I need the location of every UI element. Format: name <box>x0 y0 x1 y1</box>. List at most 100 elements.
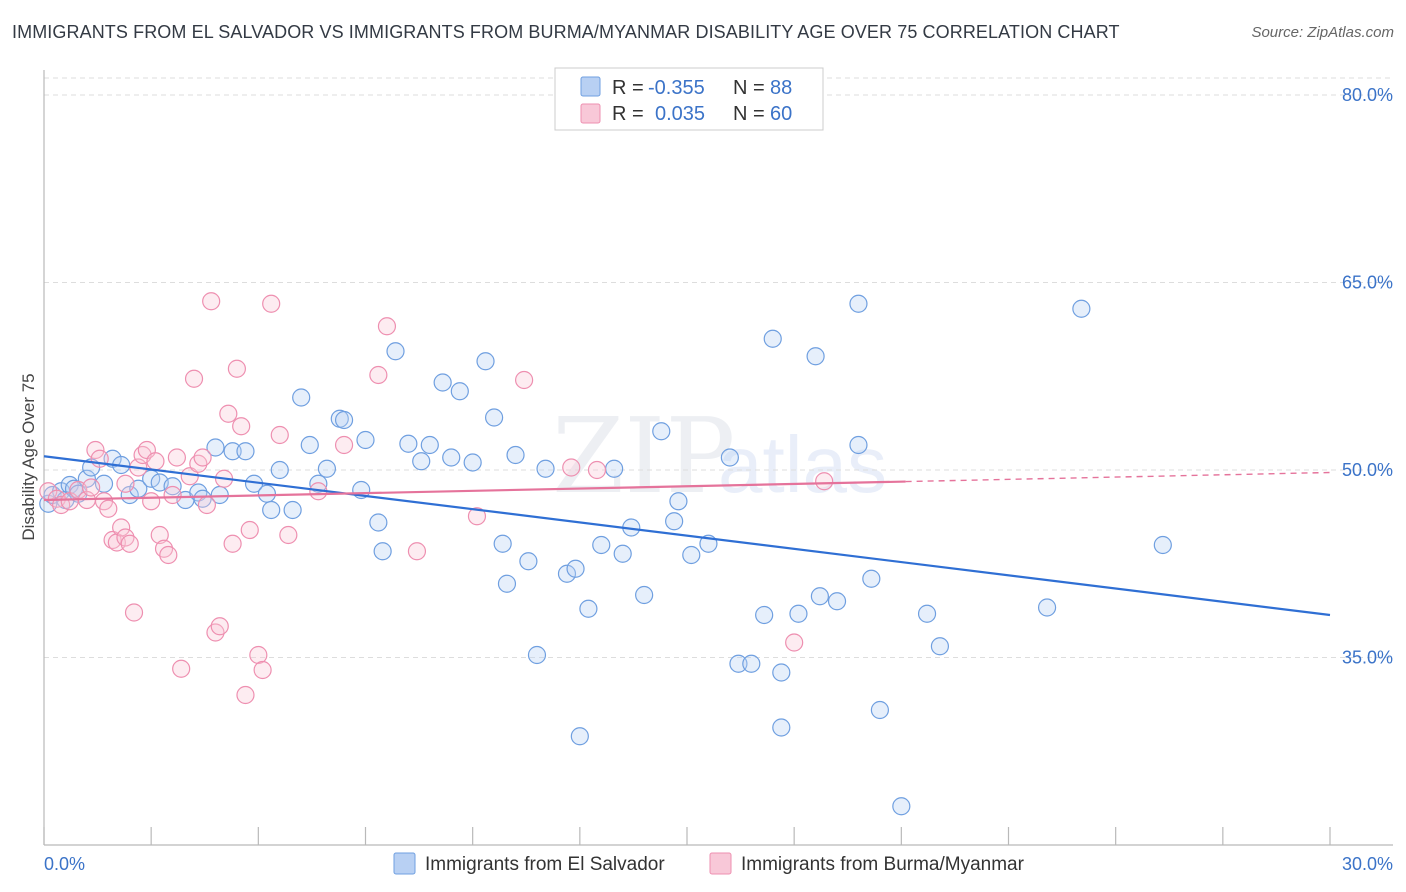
point-blue <box>742 654 761 673</box>
point-blue <box>720 448 739 467</box>
watermark-zip: ZIP <box>552 395 735 517</box>
x-tick-label-max: 30.0% <box>1342 854 1393 874</box>
point-blue <box>283 500 302 520</box>
legend-swatch-blue <box>580 76 601 97</box>
point-blue <box>605 459 624 478</box>
trend-line-extension-pink <box>905 471 1331 483</box>
point-blue <box>827 592 847 611</box>
point-blue <box>557 564 577 583</box>
point-blue <box>270 460 289 480</box>
point-blue <box>1153 535 1172 555</box>
point-blue <box>892 797 911 816</box>
y-tick-label: 80.0% <box>1342 85 1393 105</box>
point-blue <box>930 637 950 656</box>
grid <box>44 77 1393 658</box>
point-blue <box>566 559 585 578</box>
point-blue <box>917 604 937 623</box>
point-blue <box>373 542 392 561</box>
point-blue <box>772 663 791 682</box>
point-blue <box>223 442 242 461</box>
point-blue <box>527 645 547 665</box>
point-blue <box>570 727 589 746</box>
legend-n-label-2: N = <box>733 103 765 125</box>
point-blue <box>485 408 504 427</box>
point-pink <box>163 485 182 505</box>
point-blue <box>536 459 555 478</box>
point-blue <box>652 422 671 441</box>
point-pink <box>562 458 581 477</box>
x-ticks <box>43 827 1331 845</box>
point-pink <box>86 440 105 460</box>
point-pink <box>334 435 354 455</box>
point-pink <box>116 474 135 493</box>
point-pink <box>279 525 298 545</box>
y-tick-label: 50.0% <box>1342 460 1393 480</box>
point-pink <box>407 542 427 561</box>
legend-r-label-1: R = <box>612 77 644 99</box>
point-pink <box>253 660 272 680</box>
point-pink <box>467 507 487 526</box>
series-legend-swatch-el-salvador <box>393 852 416 875</box>
watermark-atlas: atlas <box>718 420 887 509</box>
point-pink <box>82 478 101 497</box>
point-pink <box>184 369 204 388</box>
point-blue <box>236 442 255 461</box>
series-legend-label-burma: Immigrants from Burma/Myanmar <box>741 854 1025 875</box>
point-pink <box>167 448 186 467</box>
point-blue <box>493 534 512 553</box>
point-blue <box>442 448 461 467</box>
point-blue <box>317 459 337 478</box>
point-blue <box>862 569 881 588</box>
point-blue <box>669 492 688 511</box>
point-pink <box>515 370 534 390</box>
point-blue <box>309 474 328 493</box>
point-blue <box>519 552 538 571</box>
legend-n-label-1: N = <box>733 77 765 99</box>
point-blue <box>755 605 774 625</box>
trend-line-blue <box>43 455 1331 617</box>
point-blue <box>399 434 418 453</box>
point-blue <box>635 585 654 605</box>
point-blue <box>1072 299 1091 318</box>
point-pink <box>223 534 242 553</box>
point-blue <box>497 574 517 593</box>
point-blue <box>450 382 469 401</box>
point-pink <box>227 359 246 378</box>
y-tick-label: 35.0% <box>1342 648 1393 668</box>
point-blue <box>206 438 225 457</box>
point-pink <box>210 617 229 636</box>
point-pink <box>249 645 268 665</box>
legend-n-value-1: 88 <box>770 77 792 99</box>
point-pink <box>159 545 178 565</box>
point-blue <box>870 700 890 720</box>
point-pink <box>197 495 216 515</box>
point-blue <box>369 513 388 532</box>
point-blue <box>849 435 868 455</box>
point-blue <box>772 718 791 737</box>
point-pink <box>172 659 191 678</box>
point-pink <box>99 499 118 518</box>
point-blue <box>592 535 611 555</box>
legend-swatch-pink <box>580 103 601 124</box>
point-pink <box>124 603 144 622</box>
watermark: ZIP atlas <box>552 395 887 517</box>
point-blue <box>682 545 701 565</box>
y-axis-title: Disability Age Over 75 <box>19 373 38 540</box>
point-blue <box>579 599 598 618</box>
y-tick-label: 65.0% <box>1342 273 1393 293</box>
legend-n-value-2: 60 <box>770 103 792 125</box>
point-blue <box>1037 598 1057 617</box>
point-blue <box>810 587 829 606</box>
point-pink <box>142 492 161 511</box>
trend-lines <box>43 455 1331 617</box>
series-legend-label-el-salvador: Immigrants from El Salvador <box>425 854 665 875</box>
point-pink <box>193 448 212 467</box>
point-pink <box>262 294 281 313</box>
point-blue <box>257 484 277 503</box>
point-blue <box>386 342 405 361</box>
point-blue <box>849 294 868 313</box>
point-pink <box>112 518 131 537</box>
point-blue <box>506 445 525 465</box>
point-pink <box>377 317 397 336</box>
correlation-legend: R = -0.355 N = 88 R = 0.035 N = 60 <box>554 67 824 131</box>
